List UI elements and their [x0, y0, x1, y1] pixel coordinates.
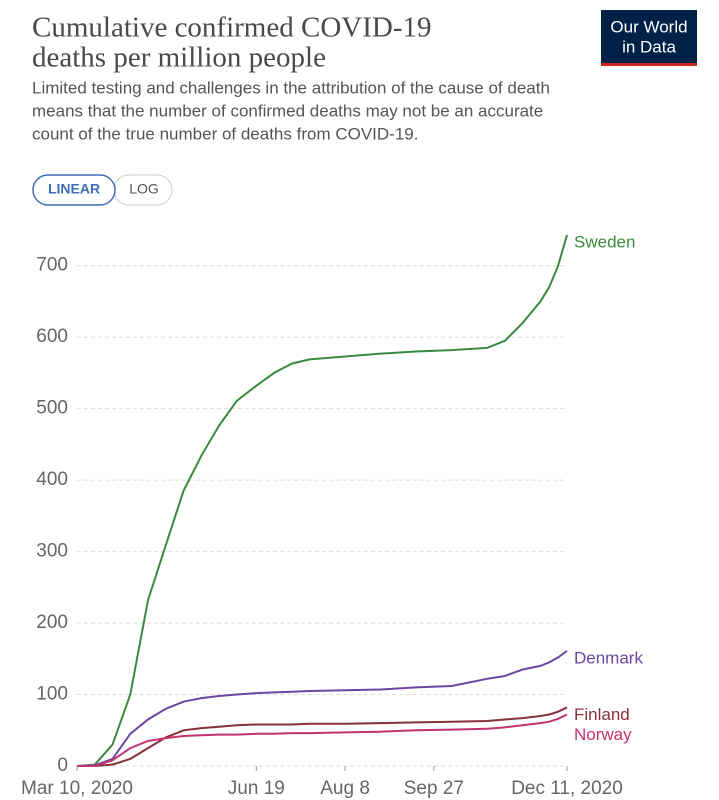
series-line: [76, 234, 568, 767]
log-label[interactable]: LOG: [129, 181, 159, 197]
scale-toggle: LINEAR LOG: [32, 174, 173, 206]
y-tick-label: 700: [36, 255, 68, 276]
chart-title: deaths per million people: [32, 42, 326, 74]
series-label: Sweden: [574, 232, 635, 251]
subtitle: Limited testing and challenges in the at…: [32, 78, 550, 97]
linear-label[interactable]: LINEAR: [48, 181, 100, 197]
y-tick-label: 0: [57, 755, 68, 776]
logo[interactable]: Our World in Data: [601, 10, 697, 66]
y-tick-label: 400: [36, 469, 68, 490]
logo-stripe: [601, 63, 697, 66]
y-tick-label: 600: [36, 326, 68, 347]
y-tick-label: 500: [36, 398, 68, 419]
logo-text: Our World: [610, 17, 687, 36]
series-label: Finland: [574, 705, 630, 724]
logo-box: [601, 10, 697, 65]
series-label: Denmark: [574, 648, 643, 667]
y-tick-label: 100: [36, 684, 68, 705]
x-tick-label: Dec 11, 2020: [511, 778, 623, 799]
x-tick-label: Jun 19: [228, 778, 285, 799]
series-line: [77, 713, 568, 767]
y-tick-label: 200: [36, 612, 68, 633]
subtitle: means that the number of confirmed death…: [32, 101, 543, 120]
logo-text: in Data: [622, 37, 676, 56]
series-line: [77, 706, 568, 767]
y-tick-label: 300: [36, 541, 68, 562]
x-tick-label: Mar 10, 2020: [21, 778, 133, 799]
subtitle: count of the true number of deaths from …: [32, 124, 418, 143]
series-label: Norway: [574, 725, 632, 744]
linear-button[interactable]: [32, 174, 116, 206]
series-line: [76, 650, 568, 767]
x-tick-label: Aug 8: [320, 778, 370, 799]
x-tick-label: Sep 27: [404, 778, 464, 799]
chart-title: Cumulative confirmed COVID-19: [32, 12, 431, 44]
